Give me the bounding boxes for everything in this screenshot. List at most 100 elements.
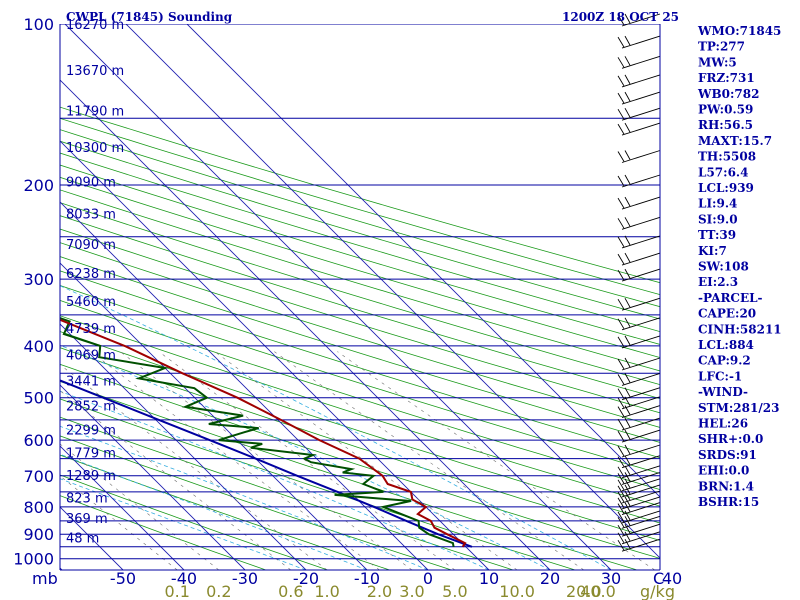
wind-barb-staff (621, 444, 661, 458)
wind-barb-flag (617, 374, 625, 385)
mixing-ratio-tick-label: 1.0 (314, 582, 339, 600)
wind-barb-staff (621, 216, 661, 230)
dry-adiabat (60, 347, 660, 541)
wind-barb-flag (617, 445, 625, 457)
dry-adiabat (60, 474, 328, 570)
mixing-ratio-tick-label: 0.2 (206, 582, 231, 600)
height-label: 9090 m (66, 175, 116, 190)
wind-barb-staff (621, 91, 661, 105)
wind-barb-staff (621, 174, 661, 188)
wind-barb-flag (617, 491, 625, 503)
wind-barb-staff (621, 150, 661, 163)
wind-barb-flag (624, 523, 631, 534)
mixing-ratio-line (60, 364, 328, 570)
index-entry: TT:39 (698, 228, 736, 242)
mixing-ratio-line (119, 351, 413, 570)
height-label: 3441 m (66, 374, 116, 389)
wind-barb-flag (624, 317, 631, 328)
index-entry: CAPE:20 (698, 307, 756, 321)
height-label: 11790 m (66, 104, 124, 119)
dry-adiabat (60, 331, 660, 524)
wind-barb-staff (621, 538, 661, 552)
mixing-ratio-line (214, 351, 518, 570)
wind-barb-flag (624, 13, 631, 24)
wind-barb-flag (624, 122, 631, 133)
moist-adiabat (60, 390, 490, 570)
wind-barb-staff (621, 531, 661, 545)
wind-barb-flag (617, 479, 625, 491)
wind-barb-flag (617, 388, 625, 399)
index-entry: L57:6.4 (698, 165, 748, 179)
height-label: 6238 m (66, 267, 116, 282)
wind-barb-staff (621, 478, 661, 492)
mixing-ratio-line (158, 351, 456, 570)
mixing-ratio-tick-label: 2.0 (367, 582, 392, 600)
grid-layer (60, 24, 660, 570)
dry-adiabat (60, 381, 638, 570)
index-entry: LCL:939 (698, 181, 754, 195)
height-label: 4069 m (66, 349, 116, 364)
height-label: 1779 m (66, 447, 116, 462)
wind-barb-staff (621, 196, 661, 210)
moist-adiabat (60, 285, 612, 570)
dry-adiabat (60, 242, 660, 428)
dry-adiabat (60, 256, 660, 443)
wind-barb-flag (617, 497, 625, 509)
wind-barb-staff (621, 455, 661, 469)
mixing-ratio-tick-label: 0.6 (278, 582, 303, 600)
index-entry: EI:2.3 (698, 275, 738, 289)
wind-barb-flag (617, 358, 625, 370)
height-label: 10300 m (66, 141, 124, 156)
isotherm (60, 201, 429, 570)
wind-barb-staff (621, 317, 661, 331)
temperature-tick-label: -30 (232, 569, 258, 588)
pressure-tick-label: 100 (23, 15, 54, 34)
index-entry: -WIND- (698, 385, 748, 399)
height-label: 2852 m (66, 400, 116, 415)
wind-barb-flag (624, 510, 631, 521)
pressure-tick-label: 600 (23, 431, 54, 450)
wind-barb-flag (624, 56, 631, 66)
wind-barb-flag (617, 298, 625, 310)
mixing-ratio-tick-label: 5.0 (442, 582, 467, 600)
wind-barb-staff (621, 465, 661, 479)
dry-adiabat (60, 140, 660, 320)
height-label: 13670 m (66, 64, 124, 79)
height-label: 48 m (66, 531, 99, 546)
temperature-labels: -50 -40 -30 -20 -10 0 10 20 30 40 (110, 569, 682, 588)
wind-barb-flag (617, 406, 625, 417)
temperature-tick-label: -20 (293, 569, 319, 588)
wind-barb-flag (617, 517, 625, 528)
wind-barb-flag (624, 478, 631, 489)
dry-adiabat (60, 106, 660, 284)
wind-barb-flag (617, 511, 625, 523)
wind-barb-flag (617, 123, 625, 135)
wind-barb-flag (617, 14, 625, 26)
wind-barb-staff (621, 335, 661, 349)
temperature-tick-label: -50 (110, 569, 136, 588)
mixing-ratio-tick-label: 20.0 (566, 582, 602, 600)
wind-barb-flag (624, 35, 631, 46)
dewpoint-trace (60, 316, 455, 547)
wind-barb-flag (624, 417, 631, 428)
wind-barb-staff (621, 297, 661, 311)
dry-adiabat (60, 284, 660, 474)
pressure-tick-label: 1000 (13, 550, 54, 569)
temperature-tick-label: 40 (662, 569, 682, 588)
dry-adiabat (60, 129, 660, 308)
wind-barb-flag (617, 532, 625, 544)
dry-adiabat (60, 398, 576, 570)
mixing-ratio-labels: 0.1 0.2 0.6 1.0 2.0 3.0 5.0 10.0 20.040.0 (164, 582, 615, 600)
index-entry: STM:281/23 (698, 401, 779, 415)
index-entry: PW:0.59 (698, 103, 753, 117)
isotherm (60, 445, 185, 570)
mixing-ratio-tick-label: 10.0 (499, 582, 535, 600)
index-entry: SI:9.0 (698, 212, 738, 226)
wind-barb-flag (624, 174, 631, 185)
dry-adiabat (60, 454, 390, 570)
index-entry: HEL:26 (698, 417, 748, 431)
wind-barb-flag (624, 444, 631, 455)
wind-barb-flag (624, 335, 631, 346)
wind-barb-flag (624, 107, 631, 118)
